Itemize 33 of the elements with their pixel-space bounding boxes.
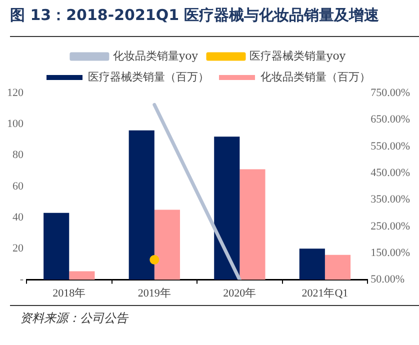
y2-tick-label: 250.00% — [370, 220, 410, 232]
y2-tick-label: 550.00% — [370, 140, 410, 152]
bar — [299, 248, 325, 280]
y-tick-label: 20 — [12, 242, 24, 255]
x-tick-label: 2021年Q1 — [302, 287, 348, 300]
legend-label: 化妆品类销量yoy — [112, 49, 199, 62]
bar — [128, 130, 154, 280]
y-tick-label: 100 — [7, 118, 24, 130]
legend-label: 医疗器械类销量yoy — [250, 49, 346, 62]
bar — [324, 254, 351, 280]
y-tick-label: 80 — [12, 149, 24, 162]
y2-tick-label: 750.00% — [370, 86, 410, 99]
bar — [240, 169, 266, 280]
y2-tick-label: 350.00% — [370, 194, 410, 206]
bar — [214, 136, 240, 280]
x-tick-label: 2020年 — [223, 287, 256, 300]
chart-title: 图 13：2018-2021Q1 医疗器械与化妆品销量及增速 — [9, 5, 380, 26]
bar — [44, 212, 70, 280]
y-tick-label: - — [20, 274, 24, 286]
legend-label: 化妆品类销量（百万） — [260, 70, 370, 84]
x-tick-label: 2019年 — [138, 287, 171, 300]
y-tick-label: 60 — [12, 180, 24, 192]
bar — [154, 210, 180, 280]
text: 资料来源：公司公告 — [19, 310, 130, 327]
y2-tick-label: 650.00% — [370, 114, 410, 126]
y2-tick-label: 50.00% — [370, 274, 405, 286]
legend-label: 医疗器械类销量（百万） — [88, 70, 209, 84]
bar — [69, 271, 95, 280]
y2-tick-label: 150.00% — [370, 247, 410, 260]
y2-tick-label: 450.00% — [370, 166, 410, 179]
x-tick-label: 2018年 — [52, 287, 86, 300]
y-tick-label: 120 — [7, 86, 24, 99]
y-tick-label: 40 — [12, 211, 24, 224]
